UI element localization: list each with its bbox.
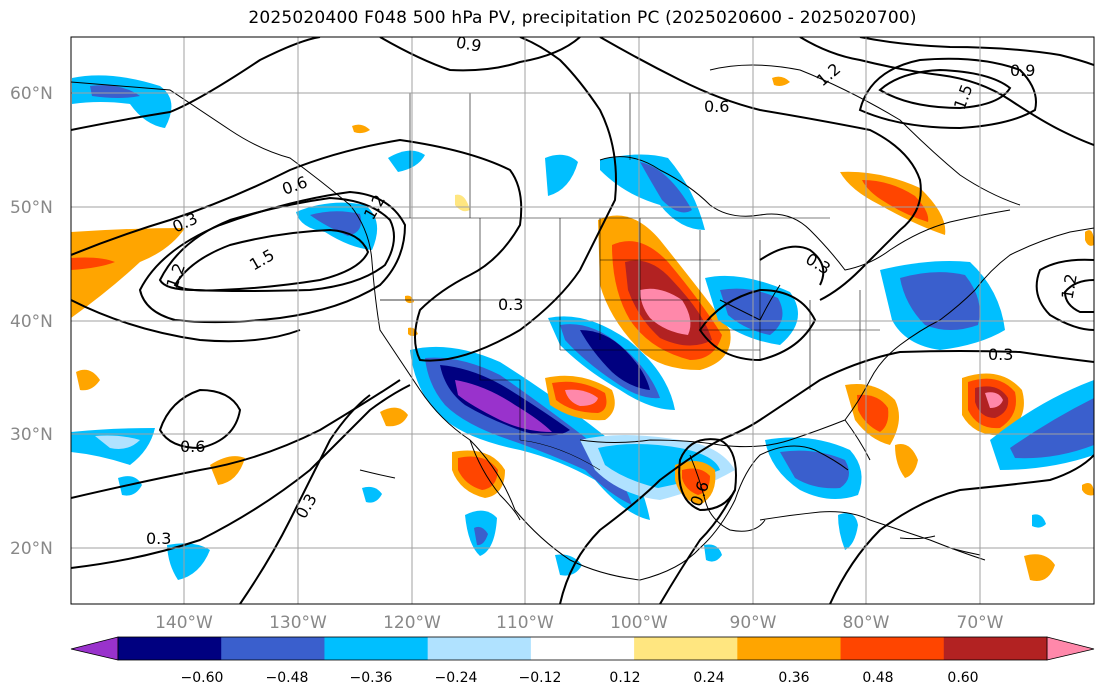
lon-label: 120°W — [383, 613, 441, 633]
lon-label: 130°W — [269, 613, 327, 633]
longitude-axis: 140°W 130°W 120°W 110°W 100°W 90°W 80°W … — [155, 613, 1004, 633]
colorbar-segment — [324, 637, 429, 660]
colorbar-tick-label: −0.24 — [435, 670, 478, 686]
lon-label: 100°W — [610, 613, 668, 633]
contour-label: 0.3 — [498, 295, 523, 314]
lat-label: 30°N — [10, 425, 53, 445]
colorbar-segment — [737, 637, 842, 660]
lon-label: 140°W — [155, 613, 213, 633]
colorbar-segment — [427, 637, 532, 660]
lon-label: 90°W — [730, 613, 777, 633]
political-borders — [372, 93, 880, 471]
colorbar-tick-label: 0.12 — [609, 670, 640, 686]
colorbar-tick-label: −0.60 — [181, 670, 224, 686]
colorbar-tick-label: −0.48 — [266, 670, 309, 686]
lat-label: 20°N — [10, 539, 53, 559]
colorbar-outline — [117, 636, 1048, 661]
colorbar-segment — [221, 637, 325, 660]
colorbar-segment — [943, 637, 1048, 660]
colorbar-max-arrow — [1046, 636, 1095, 661]
contour-label: 0.9 — [455, 33, 483, 56]
colorbar-tick-label: 0.24 — [693, 670, 724, 686]
lon-label: 80°W — [843, 613, 890, 633]
contour-label: 0.3 — [146, 529, 171, 548]
colorbar-min-arrow — [70, 636, 119, 661]
colorbar-tick-label: 0.36 — [778, 670, 809, 686]
colorbar-segment — [634, 637, 738, 660]
lat-label: 40°N — [10, 312, 53, 332]
lat-label: 50°N — [10, 198, 53, 218]
map-title: 2025020400 F048 500 hPa PV, precipitatio… — [248, 8, 917, 28]
contour-label: 0.3 — [988, 345, 1013, 364]
lat-label: 60°N — [10, 84, 53, 104]
colorbar-tick-label: 0.60 — [947, 670, 978, 686]
contour-label: 0.6 — [704, 97, 729, 116]
contour-label: 0.9 — [1010, 61, 1035, 80]
contour-label: 0.6 — [180, 437, 205, 456]
latitude-axis: 60°N 50°N 40°N 30°N 20°N — [10, 84, 53, 559]
colorbar-segment — [118, 637, 222, 660]
contour-label: 1.2 — [1058, 272, 1081, 300]
coastlines — [71, 64, 1094, 581]
colorbar-segment — [530, 637, 635, 660]
colorbar-tick-label: −0.36 — [350, 670, 393, 686]
colorbar-tick-label: 0.48 — [862, 670, 893, 686]
lon-label: 110°W — [496, 613, 554, 633]
colorbar-segment — [840, 637, 945, 660]
pv-contours — [71, 37, 1094, 604]
colorbar-tick-label: −0.12 — [519, 670, 562, 686]
colorbar: −0.60 −0.48 −0.36 −0.24 −0.12 0.12 0.24 … — [70, 636, 1095, 686]
gridlines — [71, 37, 1094, 604]
lon-label: 70°W — [957, 613, 1004, 633]
map-frame — [70, 36, 1095, 605]
